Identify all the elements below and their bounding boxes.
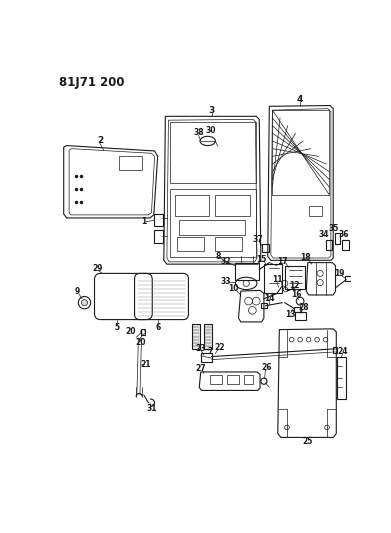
Text: 2: 2: [97, 136, 103, 146]
Text: 31: 31: [146, 405, 157, 414]
Text: 81J71 200: 81J71 200: [59, 76, 125, 90]
Text: 7: 7: [207, 348, 213, 357]
Text: 29: 29: [92, 264, 103, 273]
Bar: [170, 122, 256, 183]
Bar: [343, 239, 350, 251]
Bar: [309, 206, 322, 216]
Bar: [285, 265, 305, 289]
Bar: [215, 195, 250, 216]
Text: 23: 23: [196, 344, 206, 353]
Text: 32: 32: [220, 256, 231, 265]
Bar: [244, 375, 253, 384]
Text: 6: 6: [155, 323, 160, 332]
Bar: [264, 264, 282, 294]
Text: 17: 17: [277, 256, 288, 265]
Bar: [273, 110, 329, 195]
Bar: [177, 237, 204, 251]
Text: 22: 22: [214, 343, 224, 352]
Text: 20: 20: [126, 327, 136, 336]
Bar: [335, 233, 340, 244]
Bar: [154, 230, 163, 243]
Text: 18: 18: [300, 254, 311, 262]
Text: 27: 27: [196, 364, 206, 373]
Text: 11: 11: [272, 275, 282, 284]
Text: 15: 15: [256, 255, 267, 264]
Bar: [141, 329, 145, 335]
Text: 26: 26: [262, 363, 272, 372]
Bar: [210, 375, 222, 384]
Bar: [179, 220, 245, 235]
Bar: [192, 324, 200, 349]
Text: 34: 34: [319, 230, 329, 239]
Bar: [337, 357, 346, 399]
Text: 33: 33: [220, 277, 231, 286]
Text: 13: 13: [285, 311, 295, 319]
Bar: [119, 156, 142, 170]
Bar: [326, 239, 332, 251]
Bar: [204, 324, 212, 349]
Text: 14: 14: [264, 294, 274, 303]
Bar: [294, 306, 301, 312]
Text: 24: 24: [337, 348, 348, 357]
Ellipse shape: [81, 300, 88, 306]
Bar: [261, 303, 267, 308]
Bar: [235, 263, 259, 280]
Bar: [345, 277, 351, 281]
Text: 3: 3: [208, 106, 215, 115]
Text: 16: 16: [291, 290, 301, 300]
Text: 12: 12: [289, 281, 300, 290]
Text: 21: 21: [141, 360, 151, 369]
Bar: [295, 312, 306, 320]
Text: 4: 4: [297, 95, 303, 104]
Bar: [154, 214, 163, 227]
Bar: [201, 353, 212, 362]
Text: 8: 8: [215, 252, 221, 261]
Text: 19: 19: [334, 269, 344, 278]
Bar: [215, 237, 242, 251]
Bar: [227, 375, 239, 384]
Bar: [333, 348, 337, 353]
Text: 35: 35: [328, 224, 338, 233]
Text: 10: 10: [228, 284, 239, 293]
Text: 1: 1: [141, 217, 146, 227]
Text: 28: 28: [299, 303, 309, 312]
Text: 20: 20: [135, 338, 146, 347]
Text: 25: 25: [303, 437, 313, 446]
Bar: [262, 244, 269, 252]
Bar: [175, 195, 209, 216]
Text: 5: 5: [114, 323, 119, 332]
Text: 9: 9: [75, 287, 80, 296]
Text: 30: 30: [206, 126, 216, 135]
Text: 36: 36: [339, 230, 349, 239]
Text: 37: 37: [253, 235, 263, 244]
Text: 38: 38: [193, 128, 204, 137]
Bar: [170, 189, 256, 257]
